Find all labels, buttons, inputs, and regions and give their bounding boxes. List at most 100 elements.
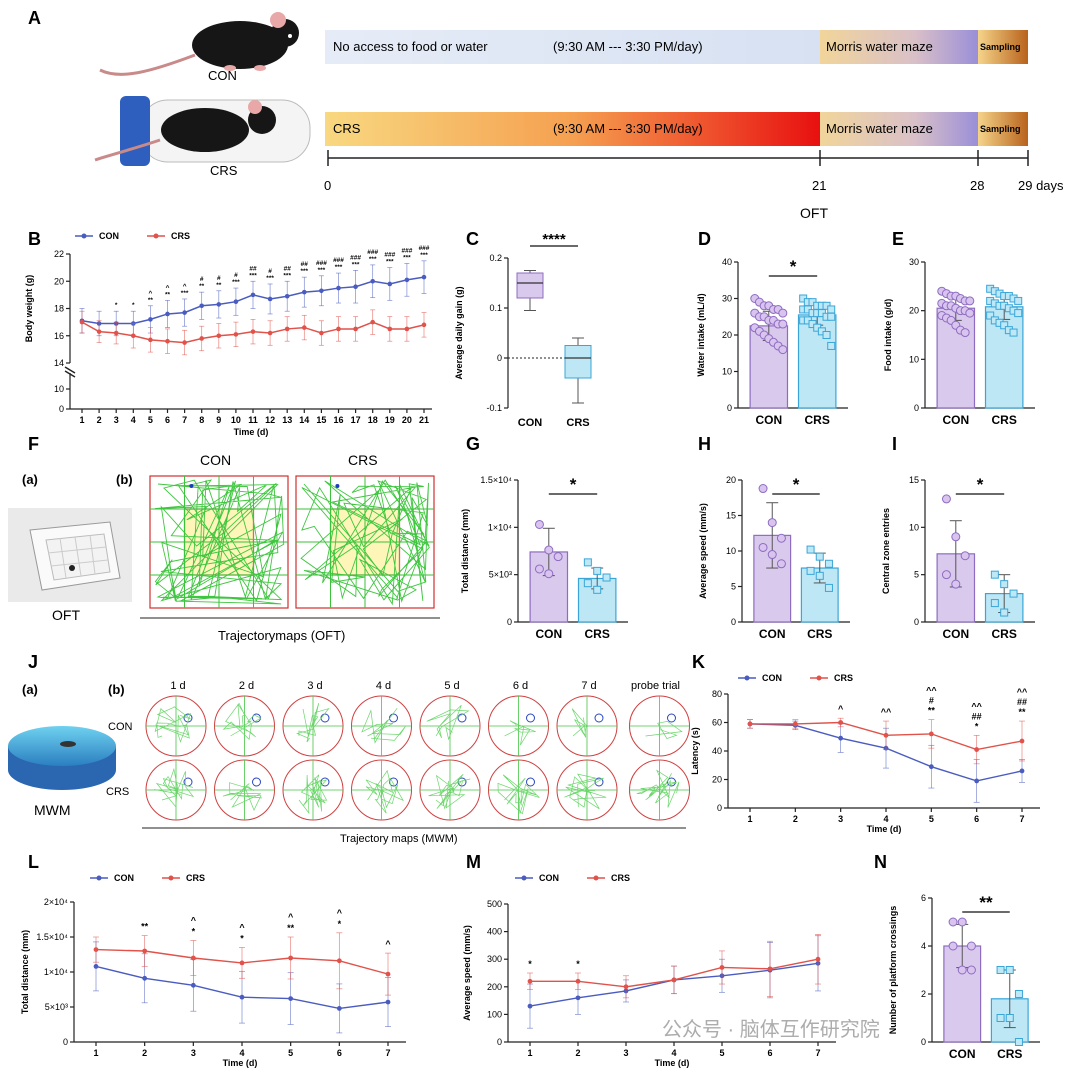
K-y-axis-label: Latency (s)	[690, 727, 700, 775]
B-x-tick-label: 11	[248, 415, 258, 425]
mwm-trajectory-caption: Trajectory maps (MWM)	[340, 833, 458, 845]
D-y-axis-label: Water intake (mL/d)	[696, 293, 706, 376]
I-data-point	[990, 570, 999, 579]
I-x-label-con: CON	[942, 627, 969, 641]
timeline-tick-28: 28	[970, 178, 984, 193]
K-significance-mark: ##	[972, 711, 982, 721]
B-significance-mark: #	[200, 276, 204, 283]
B-data-point-crs	[353, 326, 358, 332]
K-significance-mark: ^^	[881, 707, 892, 717]
I-y-tick-label: 5	[914, 570, 919, 580]
N-data-point	[966, 941, 976, 951]
N-x-label-crs: CRS	[997, 1047, 1022, 1061]
B-data-point-crs	[370, 319, 376, 325]
H-data-point	[815, 552, 824, 561]
C-y-tick-label: 0.2	[489, 253, 502, 263]
oft-trajectory-path	[154, 479, 285, 605]
G-y-tick-label: 0	[507, 617, 512, 627]
L-data-point-con	[93, 964, 99, 969]
B-significance-mark: *	[132, 302, 135, 309]
I-data-point	[951, 579, 961, 589]
M-data-point-crs	[815, 956, 821, 962]
L-data-point-crs	[190, 955, 196, 961]
panel-label-g: G	[466, 434, 480, 454]
B-x-tick-label: 17	[351, 415, 361, 425]
L-significance-mark: *	[338, 919, 342, 929]
B-significance-mark: ###	[401, 248, 412, 255]
B-significance-mark: *	[115, 302, 118, 309]
I-y-axis-label: Central zone entries	[881, 508, 891, 594]
I-significance-label: *	[977, 475, 984, 494]
N-data-point	[966, 965, 976, 975]
H-y-tick-label: 20	[726, 475, 736, 485]
B-y-tick-label-lower: 0	[59, 404, 64, 414]
E-y-tick-label: 10	[909, 354, 919, 364]
N-y-tick-label: 4	[921, 941, 926, 951]
B-legend-label-crs: CRS	[171, 231, 190, 241]
panel-label-b: B	[28, 229, 41, 249]
L-x-tick-label: 5	[288, 1048, 293, 1058]
D-significance-label: *	[790, 257, 797, 276]
B-data-point-crs	[131, 333, 136, 339]
mwm-pool-illustration	[8, 726, 116, 790]
D-y-tick-label: 20	[722, 330, 732, 340]
L-legend-marker	[168, 875, 174, 881]
D-x-label-crs: CRS	[805, 413, 830, 427]
G-y-axis-label: Total distance (mm)	[460, 509, 470, 593]
K-y-tick-label: 80	[712, 689, 722, 699]
subpanel-f-a: (a)	[22, 472, 38, 487]
M-x-axis-label: Time (d)	[655, 1058, 690, 1068]
H-y-tick-label: 10	[726, 546, 736, 556]
G-data-point	[534, 564, 544, 574]
K-data-point-crs	[928, 731, 934, 737]
L-significance-mark: *	[240, 934, 244, 944]
B-x-tick-label: 21	[419, 415, 429, 425]
L-x-tick-label: 4	[239, 1048, 244, 1058]
K-significance-mark: **	[1018, 707, 1026, 717]
B-legend-marker	[153, 233, 159, 239]
B-data-point-crs	[182, 340, 187, 345]
M-data-point-crs	[527, 978, 533, 984]
B-y-tick-label: 16	[54, 331, 64, 341]
mwm-trajectory-path	[426, 705, 470, 741]
K-legend-label-con: CON	[762, 673, 782, 683]
K-data-point-crs	[792, 721, 798, 727]
H-y-axis-label: Average speed (mm/s)	[698, 503, 708, 599]
crs-sampling-bar	[978, 112, 1028, 146]
B-significance-mark: ***	[386, 259, 394, 266]
B-significance-mark: ***	[352, 261, 360, 268]
G-y-tick-label: 5×10³	[489, 570, 512, 580]
N-significance-label: **	[979, 893, 993, 912]
D-data-point	[778, 319, 788, 329]
panel-label-c: C	[466, 229, 479, 249]
K-x-tick-label: 6	[974, 814, 979, 824]
B-significance-mark: ***	[301, 268, 309, 275]
M-y-tick-label: 400	[487, 927, 502, 937]
mwm-day-label: probe trial	[631, 680, 680, 692]
B-x-tick-label: 19	[385, 415, 395, 425]
L-data-point-con	[288, 996, 294, 1001]
B-x-tick-label: 2	[97, 415, 102, 425]
B-significance-mark: **	[199, 283, 205, 290]
B-data-point-crs	[96, 329, 102, 334]
M-x-tick-label: 3	[623, 1048, 628, 1058]
G-x-label-con: CON	[535, 627, 562, 641]
B-significance-mark: ###	[384, 252, 395, 259]
H-y-tick-label: 0	[731, 617, 736, 627]
K-y-tick-label: 60	[712, 718, 722, 728]
timeline-oft-label: OFT	[800, 205, 828, 221]
B-x-tick-label: 9	[216, 415, 221, 425]
B-significance-mark: ***	[335, 264, 343, 271]
B-significance-mark: ###	[367, 249, 378, 256]
B-x-tick-label: 14	[299, 415, 309, 425]
panel-label-l: L	[28, 852, 39, 872]
M-legend-label-con: CON	[539, 873, 559, 883]
H-data-point	[824, 583, 833, 592]
G-data-point	[593, 585, 602, 594]
B-x-tick-label: 3	[114, 415, 119, 425]
K-significance-mark: ^^	[1017, 687, 1028, 697]
L-x-axis-label: Time (d)	[223, 1058, 258, 1068]
watermark-text: 公众号 · 脑体互作研究院	[662, 1018, 880, 1041]
N-data-point	[1014, 1038, 1023, 1046]
L-data-point-con	[239, 994, 245, 1000]
